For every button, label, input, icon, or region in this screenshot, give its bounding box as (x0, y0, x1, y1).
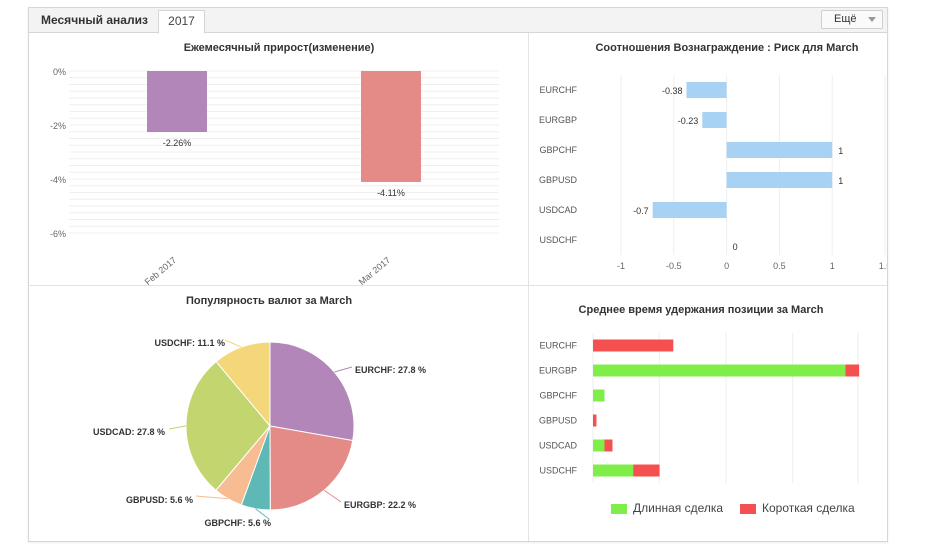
bar (652, 202, 727, 218)
slice-label: EURCHF: 27.8 % (355, 365, 426, 375)
slice-label: USDCHF: 11.1 % (154, 338, 225, 348)
y-tick-label: GBPCHF (539, 391, 577, 401)
chart-title: Среднее время удержания позиции за March (579, 304, 824, 316)
chevron-down-icon (868, 17, 876, 22)
chart-title: Ежемесячный прирост(изменение) (184, 42, 375, 54)
data-label: 1 (838, 176, 843, 186)
bar (593, 464, 634, 477)
holding-time-chart: Среднее время удержания позиции за March… (539, 304, 860, 483)
x-tick-label: 0 (724, 261, 729, 271)
tab-2017[interactable]: 2017 (158, 10, 205, 34)
data-label: -0.38 (662, 86, 683, 96)
bar (593, 339, 674, 352)
y-tick-label: GBPUSD (539, 416, 578, 426)
x-tick-label: 1.5 (879, 261, 887, 271)
y-tick-label: EURCHF (540, 85, 578, 95)
slice-label: GBPUSD: 5.6 % (126, 495, 193, 505)
data-label: -2.26% (163, 138, 192, 148)
pie-slice (215, 341, 271, 428)
widget-header: Месячный анализ 2017 Ещё (29, 8, 887, 34)
y-tick-label: EURGBP (539, 115, 577, 125)
y-tick-label: 0% (53, 67, 66, 77)
legend-long-label: Длинная сделка (633, 501, 724, 515)
more-dropdown[interactable]: Ещё (821, 10, 883, 29)
y-tick-label: -4% (50, 175, 66, 185)
slice-label: GBPCHF: 5.6 % (204, 518, 271, 528)
bar (845, 364, 860, 377)
slice-label: USDCAD: 27.8 % (93, 427, 165, 437)
x-tick-label: Mar 2017 (357, 255, 393, 285)
data-label: -0.7 (633, 206, 649, 216)
bar (726, 172, 833, 188)
chart-title: Популярность валют за March (186, 295, 352, 307)
bar (147, 71, 207, 133)
y-tick-label: -6% (50, 229, 66, 239)
leader-line (255, 508, 270, 520)
y-tick-label: EURCHF (540, 341, 578, 351)
currency-popularity-chart: Популярность валют за March EURCHF: 27.8 … (93, 295, 426, 528)
pie-slice (269, 425, 354, 511)
bar (593, 439, 605, 452)
y-tick-label: USDCHF (540, 466, 578, 476)
chart-title: Соотношения Вознаграждение : Риск для Ma… (595, 42, 858, 54)
y-tick-label: GBPUSD (539, 175, 578, 185)
legend-long-swatch (611, 504, 627, 514)
bar (726, 142, 833, 158)
leader-line (334, 366, 353, 373)
widget-title: Месячный анализ (41, 13, 148, 27)
panel-divider-horizontal (29, 285, 887, 286)
leader-line (323, 489, 342, 503)
bar (702, 112, 727, 128)
x-tick-label: 1 (830, 261, 835, 271)
pie-slice (269, 341, 355, 442)
monthly-growth-chart: Ежемесячный прирост(изменение) 0% -2% -4% -6… (50, 42, 499, 285)
slice-label: EURGBP: 22.2 % (344, 500, 416, 510)
x-tick-label: -1 (617, 261, 625, 271)
legend-short-swatch (740, 504, 756, 514)
bar (593, 389, 605, 402)
y-tick-label: USDCAD (539, 441, 578, 451)
bar (686, 82, 727, 98)
more-dropdown-label: Ещё (834, 13, 857, 25)
data-label: -4.11% (377, 188, 405, 198)
y-tick-label: USDCAD (539, 205, 578, 215)
y-tick-label: EURGBP (539, 366, 577, 376)
bar (604, 439, 613, 452)
y-tick-label: GBPCHF (539, 145, 577, 155)
pie-slice (185, 360, 271, 491)
monthly-analysis-widget: Месячный анализ 2017 Ещё Ежемесячный при… (28, 7, 888, 542)
x-tick-label: 0.5 (773, 261, 786, 271)
bar (593, 364, 846, 377)
leader-line (168, 425, 187, 430)
y-tick-label: -2% (50, 121, 66, 131)
panel-divider-vertical (528, 33, 529, 541)
x-tick-label: -0.5 (666, 261, 682, 271)
data-label: 0 (733, 242, 738, 252)
bar (593, 414, 597, 427)
bar (633, 464, 660, 477)
leader-line (224, 339, 242, 348)
x-tick-label: Feb 2017 (143, 255, 179, 285)
data-label: -0.23 (678, 116, 699, 126)
bar (361, 71, 421, 182)
y-tick-label: USDCHF (540, 235, 578, 245)
reward-risk-chart: Соотношения Вознаграждение : Риск для Ma… (539, 42, 887, 271)
legend-short-label: Короткая сделка (762, 501, 855, 515)
data-label: 1 (838, 146, 843, 156)
leader-line (195, 495, 229, 500)
